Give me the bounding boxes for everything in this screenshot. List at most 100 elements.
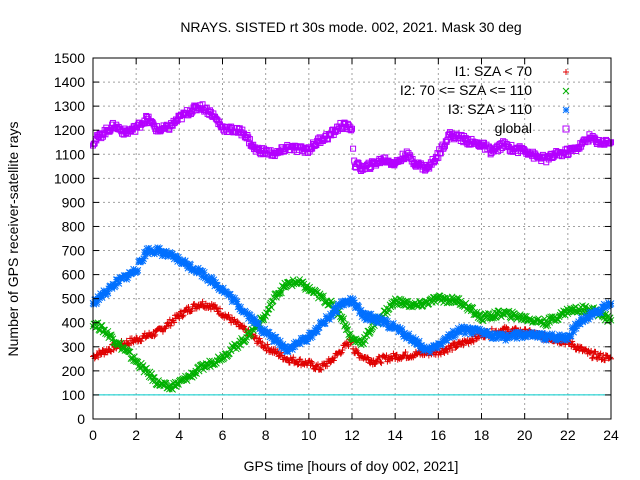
series-layer [89, 101, 615, 393]
data-point [98, 294, 106, 301]
data-point [404, 297, 412, 305]
data-point [115, 338, 123, 346]
data-point [278, 289, 285, 297]
data-point [354, 349, 361, 356]
data-point [366, 165, 373, 172]
data-point [451, 136, 458, 143]
ticks: 0 2 4 6 8 10 12 14 16 18 20 22 240100200300400500600… [54, 50, 619, 443]
legend-marker-2 [562, 87, 570, 95]
data-point [449, 346, 456, 353]
data-point [308, 358, 315, 365]
data-point [239, 126, 246, 133]
data-point [125, 348, 133, 356]
data-point [470, 338, 477, 345]
data-point [396, 295, 403, 303]
data-point [256, 335, 263, 342]
data-point [112, 282, 119, 290]
data-point [207, 107, 214, 114]
data-point [307, 146, 314, 153]
data-point [366, 329, 374, 336]
data-point [601, 357, 608, 364]
data-point [350, 145, 357, 152]
data-point [348, 127, 355, 134]
data-point [195, 367, 203, 375]
data-point [330, 357, 337, 364]
legend-label-i2: I2: 70 <= SZA <= 110 [400, 82, 532, 98]
x-tick-label: 0 [89, 427, 97, 443]
data-point [179, 313, 186, 320]
data-point [128, 335, 135, 342]
data-point [144, 368, 151, 376]
data-point [461, 132, 468, 139]
data-point [337, 350, 344, 357]
y-tick-label: 1500 [54, 50, 85, 66]
data-point [245, 134, 252, 141]
data-point [588, 347, 595, 354]
data-point [180, 312, 187, 319]
data-point [448, 293, 456, 301]
data-point [453, 343, 460, 350]
y-tick-label: 1300 [54, 98, 85, 114]
data-point [411, 351, 418, 358]
data-point [444, 348, 451, 355]
data-point [268, 304, 275, 311]
series-4 [90, 101, 614, 174]
data-point [331, 354, 338, 361]
data-point [199, 298, 206, 305]
data-point [97, 350, 104, 357]
data-point [178, 116, 185, 123]
legend-label-i3: I3: SZA > 110 [448, 101, 532, 117]
data-point [134, 266, 142, 274]
data-point [140, 255, 147, 263]
data-point [318, 366, 325, 373]
data-point [378, 360, 385, 367]
x-tick-label: 2 [132, 427, 140, 443]
data-point [349, 125, 355, 132]
data-point [425, 300, 433, 308]
data-point [150, 373, 157, 381]
data-point [361, 337, 369, 345]
data-point [318, 293, 326, 301]
data-point [403, 297, 410, 305]
y-tick-label: 100 [62, 387, 86, 403]
data-point [167, 322, 174, 329]
x-tick-label: 20 [517, 427, 533, 443]
legend-marker-3 [562, 106, 570, 114]
data-point [108, 333, 116, 341]
data-point [177, 308, 184, 315]
legend: I1: SZA < 70 I2: 70 <= SZA <= 110 I3: SZ… [400, 63, 570, 136]
data-point [469, 337, 476, 344]
y-tick-label: 300 [62, 339, 86, 355]
chart-title: NRAYS. SISTED rt 30s mode. 002, 2021. Ma… [180, 19, 521, 35]
data-point [171, 319, 178, 326]
data-point [99, 347, 106, 354]
grid [93, 58, 611, 419]
legend-label-i1: I1: SZA < 70 [455, 63, 533, 79]
data-point [338, 349, 345, 356]
data-point [107, 348, 114, 355]
data-point [159, 328, 166, 335]
x-tick-label: 16 [431, 427, 447, 443]
data-point [151, 333, 158, 340]
y-tick-label: 900 [62, 194, 86, 210]
x-tick-label: 10 [301, 427, 317, 443]
legend-label-global: global [495, 120, 532, 136]
data-point [339, 346, 346, 353]
x-tick-label: 8 [262, 427, 270, 443]
data-point [225, 311, 232, 318]
data-point [384, 317, 391, 325]
data-point [235, 319, 242, 326]
y-tick-label: 0 [77, 411, 85, 427]
data-point [320, 292, 327, 300]
data-point [138, 338, 145, 345]
data-point [149, 119, 156, 126]
data-point [152, 331, 159, 338]
x-tick-label: 6 [219, 427, 227, 443]
x-tick-label: 18 [474, 427, 490, 443]
data-point [110, 346, 117, 353]
y-tick-label: 1400 [54, 74, 85, 90]
data-point [360, 340, 367, 348]
data-point [555, 313, 563, 321]
